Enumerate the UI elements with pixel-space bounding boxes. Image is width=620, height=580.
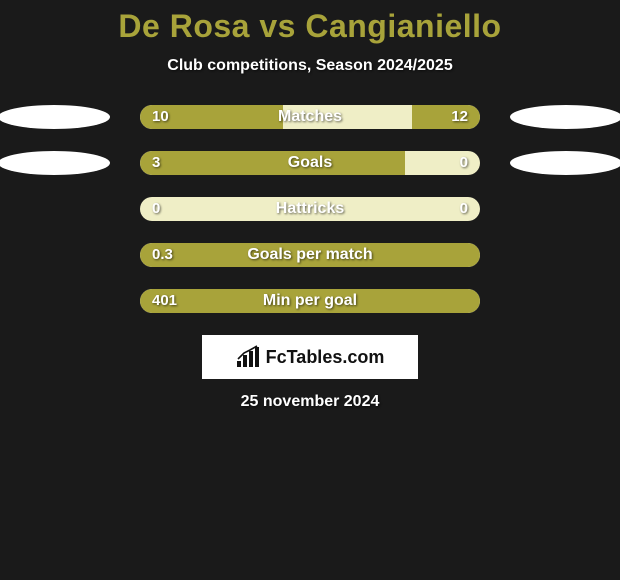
stat-rows: 10 12 Matches 3 0 Goals 0 0 Hattricks 0.3 Goals pe…	[0, 105, 620, 313]
bars-icon	[236, 345, 262, 369]
page-subtitle: Club competitions, Season 2024/2025	[0, 57, 620, 75]
stat-value-left: 0.3	[152, 243, 173, 267]
stat-row: 401 Min per goal	[0, 289, 620, 313]
stat-row: 0 0 Hattricks	[0, 197, 620, 221]
player-left-ellipse	[0, 151, 110, 175]
stat-bar: 401 Min per goal	[140, 289, 480, 313]
stat-label: Goals	[288, 151, 332, 175]
stat-label: Matches	[278, 105, 342, 129]
stat-value-left: 0	[152, 197, 160, 221]
stat-row: 3 0 Goals	[0, 151, 620, 175]
stat-bar: 0.3 Goals per match	[140, 243, 480, 267]
stat-row: 0.3 Goals per match	[0, 243, 620, 267]
stat-value-left: 401	[152, 289, 177, 313]
stat-row: 10 12 Matches	[0, 105, 620, 129]
player-right-ellipse	[510, 105, 620, 129]
stat-value-right: 0	[460, 151, 468, 175]
player-left-ellipse	[0, 105, 110, 129]
stat-value-left: 3	[152, 151, 160, 175]
stat-bar: 10 12 Matches	[140, 105, 480, 129]
player-right-ellipse	[510, 151, 620, 175]
stat-label: Goals per match	[247, 243, 372, 267]
stat-label: Min per goal	[263, 289, 357, 313]
branding-box: FcTables.com	[202, 335, 418, 379]
page-title: De Rosa vs Cangianiello	[0, 8, 620, 45]
stat-value-right: 12	[451, 105, 468, 129]
branding-text: FcTables.com	[266, 347, 385, 368]
stat-label: Hattricks	[276, 197, 344, 221]
stat-bar: 3 0 Goals	[140, 151, 480, 175]
stat-value-right: 0	[460, 197, 468, 221]
stat-bar: 0 0 Hattricks	[140, 197, 480, 221]
snapshot-date: 25 november 2024	[0, 393, 620, 411]
comparison-infographic: De Rosa vs Cangianiello Club competition…	[0, 0, 620, 411]
stat-value-left: 10	[152, 105, 169, 129]
